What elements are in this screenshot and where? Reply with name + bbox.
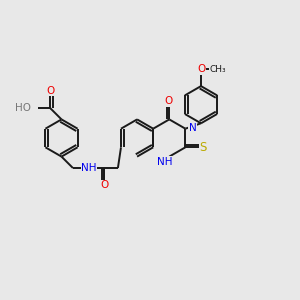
Text: NH: NH: [157, 157, 172, 167]
Text: O: O: [100, 180, 109, 190]
Text: CH₃: CH₃: [209, 65, 226, 74]
Text: O: O: [46, 85, 54, 96]
Text: NH: NH: [81, 163, 97, 173]
Text: S: S: [200, 141, 207, 154]
Text: O: O: [165, 96, 173, 106]
Text: HO: HO: [16, 103, 32, 113]
Text: N: N: [189, 122, 197, 133]
Text: O: O: [197, 64, 206, 74]
